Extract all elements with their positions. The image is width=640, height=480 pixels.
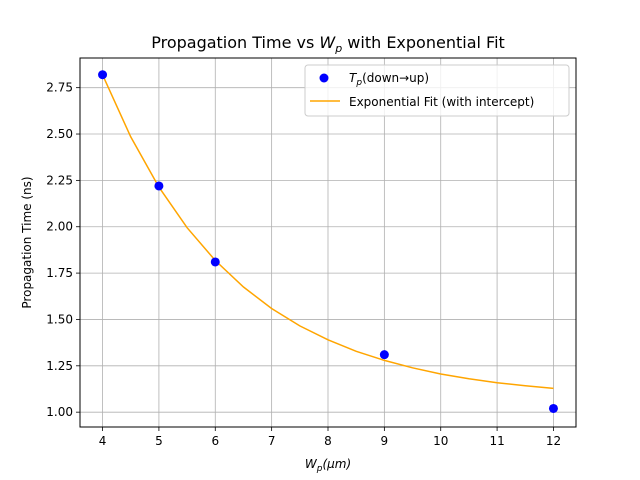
legend-label-scatter: Tp(down→up)	[349, 71, 429, 88]
y-axis-title: Propagation Time (ns)	[20, 176, 34, 308]
x-axis-title: Wp(μm)	[305, 457, 351, 474]
data-point	[379, 350, 389, 360]
legend-marker-scatter	[319, 73, 329, 83]
y-tick-label: 2.50	[46, 127, 73, 141]
y-tick-label: 1.50	[46, 312, 73, 326]
x-axis: 4 5 6 7 8 9 10 11 12	[99, 427, 561, 448]
y-tick-label: 1.00	[46, 405, 73, 419]
y-tick-label: 1.25	[46, 359, 73, 373]
x-tick-label: 4	[99, 434, 107, 448]
data-point	[210, 257, 220, 267]
x-tick-label: 6	[211, 434, 219, 448]
x-tick-label: 8	[324, 434, 332, 448]
fit-curve	[101, 74, 554, 390]
legend: Tp(down→up) Exponential Fit (with interc…	[304, 64, 570, 117]
data-point	[548, 403, 558, 413]
x-tick-label: 11	[489, 434, 504, 448]
data-point	[154, 181, 164, 191]
y-axis: 1.00 1.25 1.50 1.75 2.00 2.25 2.50 2.75	[46, 81, 80, 419]
point-layer	[98, 70, 558, 413]
x-tick-label: 7	[268, 434, 276, 448]
x-tick-label: 10	[433, 434, 448, 448]
x-tick-label: 5	[155, 434, 163, 448]
legend-label-fit: Exponential Fit (with intercept)	[349, 95, 534, 109]
chart-title: Propagation Time vs Wp with Exponential …	[151, 33, 505, 55]
y-tick-label: 2.25	[46, 173, 73, 187]
data-point	[98, 70, 108, 80]
y-tick-label: 2.00	[46, 220, 73, 234]
line-layer	[101, 74, 554, 390]
x-tick-label: 12	[546, 434, 561, 448]
legend-box	[304, 64, 570, 117]
x-tick-label: 9	[381, 434, 389, 448]
y-tick-label: 2.75	[46, 81, 73, 95]
y-tick-label: 1.75	[46, 266, 73, 280]
